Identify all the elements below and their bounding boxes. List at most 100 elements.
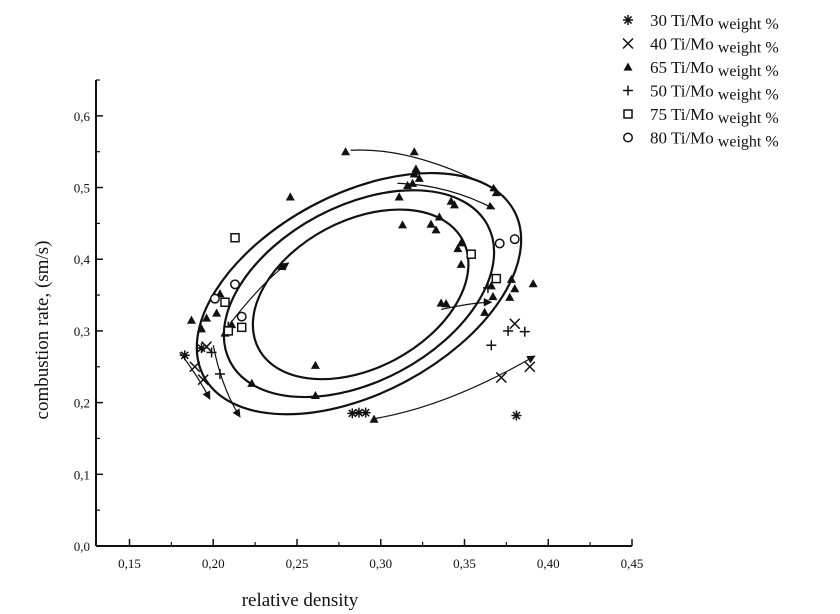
legend-item: 65 Ti/Mo weight % [623,58,779,80]
legend-label: 75 Ti/Mo weight % [650,105,779,127]
data-point-square [236,322,247,333]
data-point-triangle [310,360,320,369]
data-point-square [220,297,230,307]
x-tick-label: 0,35 [453,556,476,571]
data-point-triangle [341,147,351,156]
x-tick-label: 0,30 [369,556,392,571]
trend-arrow [179,352,211,400]
data-point-plus [486,340,497,351]
legend-marker-square [623,109,633,119]
data-point-triangle [453,243,463,253]
data-point-triangle [528,279,538,288]
data-point-triangle [510,284,520,293]
data-point-plus [519,326,530,337]
legend-marker-cross [622,37,634,50]
y-tick-label: 0,4 [74,252,91,267]
data-point-cross [495,371,507,384]
data-point-triangle [409,169,419,178]
legend-item: 50 Ti/Mo weight % [623,82,779,104]
trend-arrow [440,298,493,311]
legend-label: 50 Ti/Mo weight % [650,82,779,104]
data-point-asterisk [347,408,358,419]
data-point-triangle [403,180,413,189]
y-axis-ticks: 0,0 0,1 0,2 0,3 0,4 0,5 0,6 [74,79,103,554]
data-point-triangle [456,238,466,247]
x-tick-label: 0,40 [537,556,560,571]
y-tick-label: 0,1 [74,467,90,482]
trend-curve [251,208,470,381]
x-tick-label: 0,45 [621,556,644,571]
data-point-circle [494,238,505,249]
data-point-triangle [505,292,515,301]
data-point-triangle [491,188,501,197]
data-point-triangle [398,220,408,229]
data-point-triangle [449,200,459,209]
data-point-triangle [186,315,196,324]
data-point-asterisk [511,410,522,421]
data-point-cross [189,361,201,373]
legend-item: 40 Ti/Mo weight % [622,35,779,57]
data-point-asterisk [360,407,371,418]
legend: 30 Ti/Mo weight %40 Ti/Mo weight %65 Ti/… [622,11,779,151]
data-point-triangle [434,212,444,221]
trend-arrows [179,149,536,419]
legend-marker-plus [623,85,633,96]
data-point-triangle [441,299,451,308]
y-tick-label: 0,6 [74,109,91,124]
data-point-square [466,249,476,259]
data-point-triangle [197,324,207,333]
data-points [179,147,538,423]
x-axis-title: relative density [242,590,359,611]
legend-item: 80 Ti/Mo weight % [623,129,779,151]
y-tick-label: 0,2 [74,396,90,411]
data-point-square [223,326,234,336]
legend-label: 30 Ti/Mo weight % [650,11,779,33]
data-point-triangle [285,192,295,201]
data-point-triangle [310,390,320,400]
data-point-plus [214,368,225,379]
data-point-triangle [202,313,212,322]
x-tick-label: 0,25 [286,556,309,571]
trend-arrow [397,182,496,210]
data-point-asterisk [179,350,190,361]
trend-curve [195,171,523,416]
data-point-triangle [488,292,498,301]
data-point-triangle [394,192,404,201]
data-point-plus [482,282,493,293]
data-point-triangle [480,307,490,316]
x-tick-label: 0,20 [202,556,225,571]
data-point-triangle [456,259,466,268]
data-point-plus [206,347,217,358]
plot-area [95,80,632,547]
legend-label: 65 Ti/Mo weight % [650,58,779,80]
data-point-triangle [431,225,441,234]
data-point-circle [509,234,520,245]
legend-marker-circle [623,132,633,143]
x-axis-ticks: 0,15 0,20 0,25 0,30 0,35 0,40 0,45 [118,539,643,571]
trend-arrow [350,149,499,192]
legend-marker-asterisk [623,15,633,25]
data-point-triangle [409,147,419,156]
data-point-circle [230,279,241,290]
data-point-triangle [426,219,436,228]
data-point-triangle [247,378,257,387]
data-point-triangle [408,178,418,187]
data-point-cross [197,374,209,386]
data-point-triangle [369,414,379,423]
legend-item: 75 Ti/Mo weight % [623,105,779,127]
y-tick-label: 0,3 [74,324,90,339]
legend-marker-triangle [623,62,633,71]
data-point-cross [509,318,521,330]
y-tick-label: 0,5 [74,181,90,196]
trend-curves [195,171,523,416]
legend-label: 80 Ti/Mo weight % [650,129,779,151]
trend-curve [222,189,496,399]
legend-item: 30 Ti/Mo weight % [623,11,779,33]
data-point-cross [524,361,536,373]
data-point-circle [236,311,247,322]
data-point-triangle [411,164,421,173]
data-point-plus [503,325,514,336]
data-point-circle [209,293,220,304]
legend-label: 40 Ti/Mo weight % [650,35,779,57]
data-point-triangle [506,274,516,283]
